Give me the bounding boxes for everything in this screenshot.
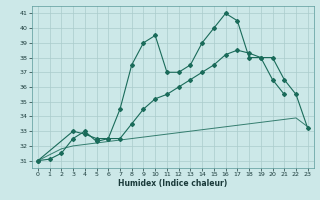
- X-axis label: Humidex (Indice chaleur): Humidex (Indice chaleur): [118, 179, 228, 188]
